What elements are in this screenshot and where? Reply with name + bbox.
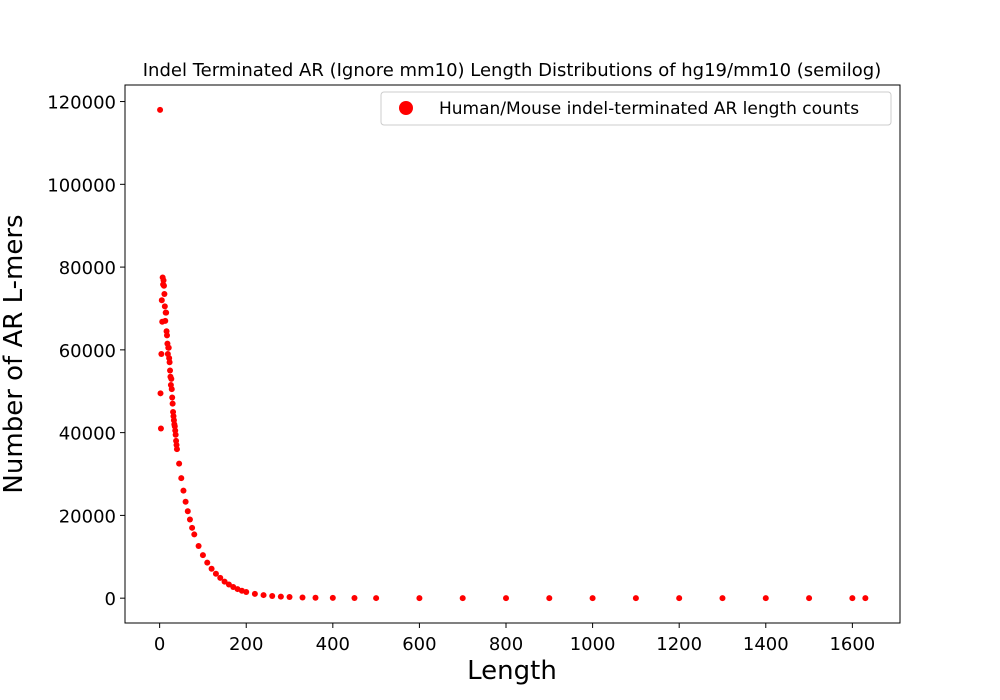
data-point xyxy=(161,303,168,310)
legend-marker xyxy=(399,101,413,115)
data-point xyxy=(168,386,175,393)
data-point xyxy=(176,460,183,467)
data-point xyxy=(286,594,293,601)
y-tick-label: 0 xyxy=(105,589,116,610)
data-point xyxy=(221,578,228,585)
data-point xyxy=(806,595,813,602)
data-point xyxy=(217,574,224,581)
data-point xyxy=(173,446,180,453)
data-point xyxy=(167,367,174,374)
data-point xyxy=(157,425,164,432)
legend: Human/Mouse indel-terminated AR length c… xyxy=(380,91,892,126)
data-point xyxy=(189,524,196,531)
data-point xyxy=(199,552,206,559)
x-tick-label: 0 xyxy=(154,634,165,655)
data-point xyxy=(416,595,423,602)
data-point xyxy=(157,106,164,113)
y-tick-label: 40000 xyxy=(59,424,116,445)
data-point xyxy=(195,543,202,550)
data-point xyxy=(373,595,380,602)
x-tick-label: 400 xyxy=(316,634,350,655)
data-point xyxy=(546,595,553,602)
data-point xyxy=(158,351,165,357)
y-tick-label: 20000 xyxy=(59,506,116,527)
data-point xyxy=(172,431,179,438)
y-axis-label: Number of AR L-mers xyxy=(0,214,29,493)
x-tick-label: 600 xyxy=(402,634,436,655)
x-tick-label: 1200 xyxy=(656,634,702,655)
data-point xyxy=(251,590,258,597)
data-point xyxy=(163,332,170,339)
data-point xyxy=(204,559,211,566)
data-point xyxy=(260,592,267,599)
x-tick-label: 1400 xyxy=(743,634,789,655)
data-point xyxy=(208,565,215,572)
data-point xyxy=(166,359,173,366)
data-point xyxy=(503,595,510,602)
data-point xyxy=(212,570,219,577)
data-point xyxy=(184,508,191,515)
data-point xyxy=(157,390,164,397)
data-point xyxy=(161,290,168,297)
y-tick-label: 60000 xyxy=(59,341,116,362)
data-point xyxy=(186,516,193,523)
data-point xyxy=(165,344,172,351)
chart-title: Indel Terminated AR (Ignore mm10) Length… xyxy=(143,60,881,81)
data-point xyxy=(180,487,187,494)
legend-entry: Human/Mouse indel-terminated AR length c… xyxy=(439,99,859,119)
data-point xyxy=(589,595,596,602)
data-point xyxy=(676,595,683,602)
data-point xyxy=(162,317,169,324)
data-point xyxy=(459,595,466,602)
y-tick-label: 100000 xyxy=(47,175,116,196)
y-tick-label: 80000 xyxy=(59,258,116,279)
data-point xyxy=(762,595,769,602)
x-tick-label: 800 xyxy=(489,634,523,655)
data-point xyxy=(168,375,175,382)
data-point xyxy=(243,588,250,595)
x-tick-label: 1600 xyxy=(829,634,875,655)
data-point xyxy=(312,594,319,601)
data-point xyxy=(191,531,198,538)
data-point xyxy=(178,475,185,482)
data-point xyxy=(632,595,639,602)
y-axis: 0 20000 40000 60000 80000 100000 120000 xyxy=(47,93,125,610)
data-point xyxy=(160,282,167,289)
x-axis: 0 200 400 600 800 1000 1200 1400 1600 xyxy=(154,623,875,655)
data-point xyxy=(862,595,869,602)
data-point xyxy=(351,595,358,602)
data-point xyxy=(329,594,336,601)
x-tick-label: 200 xyxy=(229,634,263,655)
data-point xyxy=(719,595,726,602)
data-point xyxy=(277,593,284,600)
data-point xyxy=(160,277,167,284)
y-tick-label: 120000 xyxy=(47,93,116,114)
data-point xyxy=(169,400,176,407)
x-axis-label: Length xyxy=(467,656,557,686)
data-point xyxy=(158,297,165,304)
plot-frame xyxy=(124,84,901,624)
data-point xyxy=(299,594,306,601)
data-point xyxy=(163,309,170,316)
data-point xyxy=(849,595,856,602)
plot-area xyxy=(157,106,869,602)
data-point xyxy=(169,394,176,401)
legend-box xyxy=(380,91,892,126)
data-point xyxy=(269,593,276,600)
data-point xyxy=(182,498,189,505)
x-tick-label: 1000 xyxy=(570,634,616,655)
